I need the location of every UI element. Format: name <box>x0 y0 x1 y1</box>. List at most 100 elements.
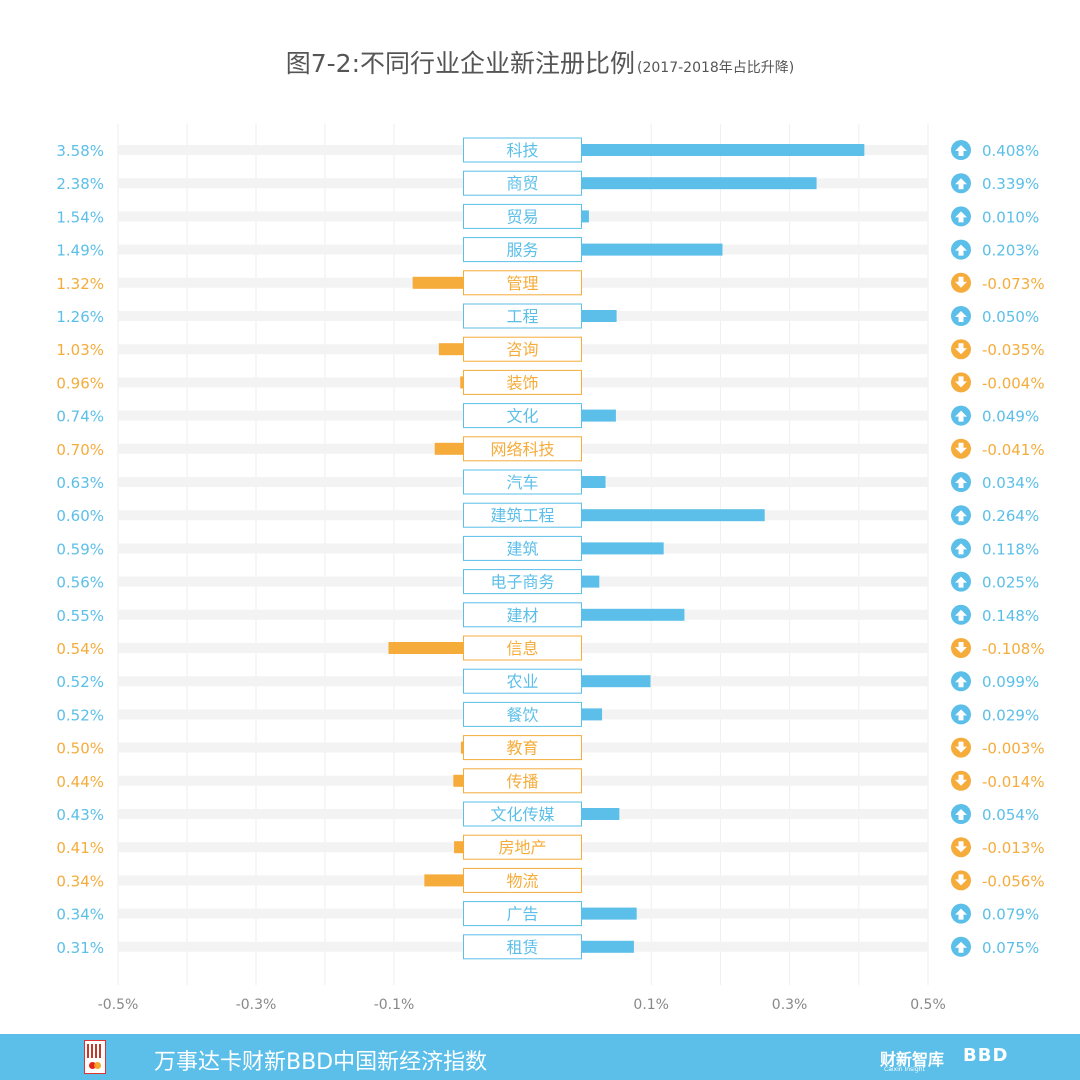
arrow-down-glyph <box>955 774 967 786</box>
change-label: -0.014% <box>982 773 1045 791</box>
arrow-down-glyph <box>955 642 967 653</box>
category-box <box>463 668 582 694</box>
share-label: 0.52% <box>56 706 104 724</box>
share-label: 0.34% <box>56 872 104 890</box>
category-box <box>463 270 582 296</box>
arrow-up-glyph <box>955 676 967 688</box>
bar <box>454 841 463 854</box>
arrow-down-glyph <box>955 442 967 454</box>
share-label: 2.38% <box>56 175 104 193</box>
change-label: 0.054% <box>982 806 1039 824</box>
category-label: 贸易 <box>506 207 538 226</box>
arrow-up-glyph <box>955 477 967 488</box>
chart-title-sub: (2017-2018年占比升降) <box>637 60 795 76</box>
bar <box>582 708 603 721</box>
arrow-down-glyph <box>955 376 967 388</box>
arrow-down-glyph <box>955 874 967 886</box>
change-label: 0.264% <box>982 507 1039 525</box>
share-label: 0.63% <box>56 474 104 492</box>
category-box <box>463 535 582 561</box>
arrow-up-glyph <box>955 908 967 920</box>
bar <box>582 940 634 953</box>
bar-chart: 科技 3.58% 0.408% 商贸 2.38% 0.339% 贸易 1.54% 0.010% 服… <box>56 124 1045 1013</box>
change-label: 0.075% <box>982 939 1039 957</box>
bar <box>453 774 463 787</box>
arrow-up-glyph <box>955 244 967 256</box>
bar <box>582 542 664 555</box>
category-label: 网络科技 <box>490 440 554 459</box>
x-tick-label: -0.5% <box>98 997 139 1013</box>
caixin-insight-logo: 财新智库 <box>880 1050 945 1069</box>
category-box <box>463 735 582 761</box>
category-box <box>463 469 582 495</box>
arrow-up-glyph <box>955 410 967 422</box>
category-box <box>463 403 582 429</box>
bar <box>582 808 620 820</box>
category-box <box>463 635 582 661</box>
category-label: 建筑工程 <box>490 506 554 525</box>
arrow-up-glyph <box>955 709 967 721</box>
bar <box>582 907 637 920</box>
category-box <box>463 237 582 263</box>
footer-bar: 万事达卡财新BBD中国新经济指数 财新智库 Caixin Insight BBD <box>0 1034 1080 1080</box>
share-label: 0.55% <box>56 607 104 625</box>
x-tick-label: -0.3% <box>236 997 277 1013</box>
category-box <box>463 336 582 362</box>
bar <box>460 376 463 389</box>
category-label: 商贸 <box>506 174 538 193</box>
chart-title-main: 图7-2:不同行业企业新注册比例 <box>285 49 636 78</box>
category-box <box>463 834 582 860</box>
category-box <box>463 436 582 462</box>
category-box <box>463 901 582 927</box>
share-label: 0.34% <box>56 906 104 924</box>
bar <box>582 243 723 256</box>
category-label: 传播 <box>506 772 538 791</box>
category-box <box>463 801 582 827</box>
arrow-up-glyph <box>955 311 967 322</box>
category-box <box>463 602 582 628</box>
share-label: 0.96% <box>56 374 104 392</box>
category-box <box>463 137 582 163</box>
category-label: 汽车 <box>506 473 538 492</box>
chart-title: 图7-2:不同行业企业新注册比例 (2017-2018年占比升降) <box>0 44 1080 80</box>
category-box <box>463 203 582 229</box>
bar <box>582 210 589 223</box>
category-label: 广告 <box>506 905 538 924</box>
category-label: 信息 <box>506 639 538 658</box>
category-label: 租赁 <box>506 938 538 957</box>
change-label: -0.004% <box>982 374 1045 392</box>
category-box <box>463 934 582 960</box>
change-label: -0.108% <box>982 640 1045 658</box>
bar <box>582 476 606 488</box>
arrow-up-glyph <box>955 941 967 953</box>
category-label: 咨询 <box>506 340 538 359</box>
change-label: 0.118% <box>982 540 1039 558</box>
change-label: -0.073% <box>982 275 1045 293</box>
category-box <box>463 303 582 329</box>
arrow-up-glyph <box>955 576 967 588</box>
category-label: 装饰 <box>506 373 538 392</box>
share-label: 0.59% <box>56 540 104 558</box>
bar <box>582 177 817 190</box>
category-label: 科技 <box>506 141 538 160</box>
change-label: 0.339% <box>982 175 1039 193</box>
arrow-down-glyph <box>955 741 967 753</box>
category-label: 建材 <box>506 606 538 625</box>
share-label: 0.31% <box>56 939 104 957</box>
bar <box>582 608 685 621</box>
bar <box>438 343 463 356</box>
change-label: 0.050% <box>982 308 1039 326</box>
change-label: 0.148% <box>982 607 1039 625</box>
change-label: 0.079% <box>982 906 1039 924</box>
bar <box>582 310 617 322</box>
category-label: 农业 <box>506 672 538 691</box>
share-label: 0.50% <box>56 740 104 758</box>
arrow-up-glyph <box>955 178 967 190</box>
arrow-down-glyph <box>955 343 967 355</box>
category-label: 文化传媒 <box>490 805 554 824</box>
category-box <box>463 369 582 395</box>
category-label: 电子商务 <box>490 573 554 592</box>
x-tick-label: -0.1% <box>374 997 415 1013</box>
bar <box>460 741 463 754</box>
change-label: -0.013% <box>982 839 1045 857</box>
